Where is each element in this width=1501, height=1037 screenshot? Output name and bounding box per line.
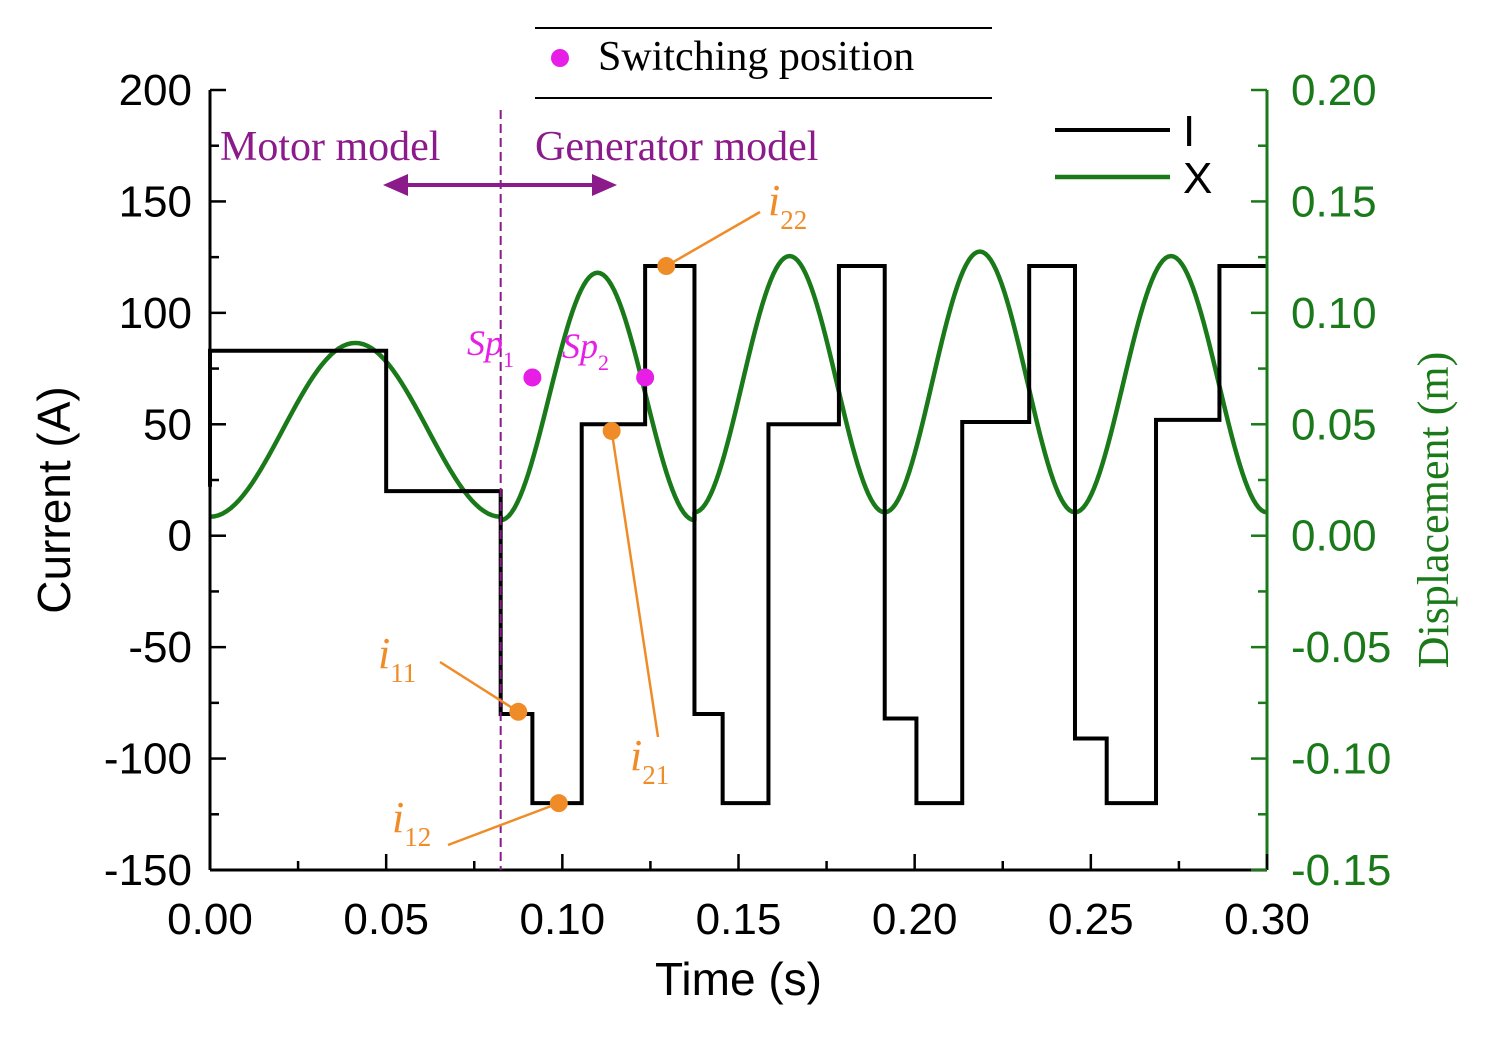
y-right-tick-label: 0.05 [1291, 400, 1377, 449]
y-left-tick-label: -50 [128, 623, 192, 672]
y-left-axis-title: Current (A) [28, 386, 80, 613]
mode-arrow-right-head [592, 174, 617, 196]
x-tick-label: 0.20 [872, 895, 958, 944]
annotation-leader [665, 210, 761, 268]
annotation-label: i12 [392, 793, 431, 852]
annotation-label: i21 [630, 731, 669, 790]
y-right-tick-label: -0.05 [1291, 623, 1391, 672]
annotation-marker [657, 257, 676, 276]
y-left-tick-label: -150 [104, 846, 192, 895]
y-left-tick-label: 200 [119, 66, 192, 115]
generator-model-label: Generator model [535, 124, 818, 170]
y-right-tick-label: 0.10 [1291, 289, 1377, 338]
y-right-tick-label: -0.10 [1291, 735, 1391, 784]
x-tick-label: 0.10 [520, 895, 606, 944]
annotation-leader [447, 801, 560, 847]
x-tick-label: 0.30 [1224, 895, 1310, 944]
y-left-tick-label: 150 [119, 177, 192, 226]
y-right-tick-label: 0.15 [1291, 177, 1377, 226]
annotation-marker [602, 421, 621, 440]
y-right-axis-title: Displacement (m) [1409, 352, 1458, 668]
top-legend-marker [551, 49, 569, 67]
legend-x-label: X [1183, 154, 1212, 203]
mode-arrow-left-head [383, 174, 408, 196]
motor-model-label: Motor model [220, 124, 440, 170]
y-right-tick-label: -0.15 [1291, 846, 1391, 895]
x-tick-label: 0.25 [1048, 895, 1134, 944]
series-i-line [208, 264, 1267, 806]
top-legend-label: Switching position [598, 34, 914, 80]
y-left-tick-label: 0 [168, 512, 192, 561]
legend-i-label: I [1183, 107, 1195, 156]
series-x-line [209, 249, 1268, 523]
y-left-tick-label: 50 [143, 400, 192, 449]
annotation-marker [549, 794, 568, 813]
switch-point-label: Sp1 [467, 323, 514, 372]
annotation-label: i11 [378, 629, 416, 688]
y-right-tick-label: 0.20 [1291, 66, 1377, 115]
y-left-tick-label: 100 [119, 289, 192, 338]
y-right-tick-label: 0.00 [1291, 512, 1377, 561]
switch-point-marker [523, 368, 542, 387]
x-tick-label: 0.00 [167, 895, 253, 944]
annotation-marker [509, 702, 528, 721]
switch-point-marker [636, 368, 655, 387]
annotation-leader [439, 660, 519, 713]
y-left-tick-label: -100 [104, 735, 192, 784]
annotation-label: i22 [768, 176, 807, 235]
x-tick-label: 0.15 [696, 895, 782, 944]
switch-point-label: Sp2 [562, 326, 609, 375]
x-axis-title: Time (s) [655, 953, 822, 1005]
annotation-leader [610, 430, 660, 738]
x-tick-label: 0.05 [343, 895, 429, 944]
